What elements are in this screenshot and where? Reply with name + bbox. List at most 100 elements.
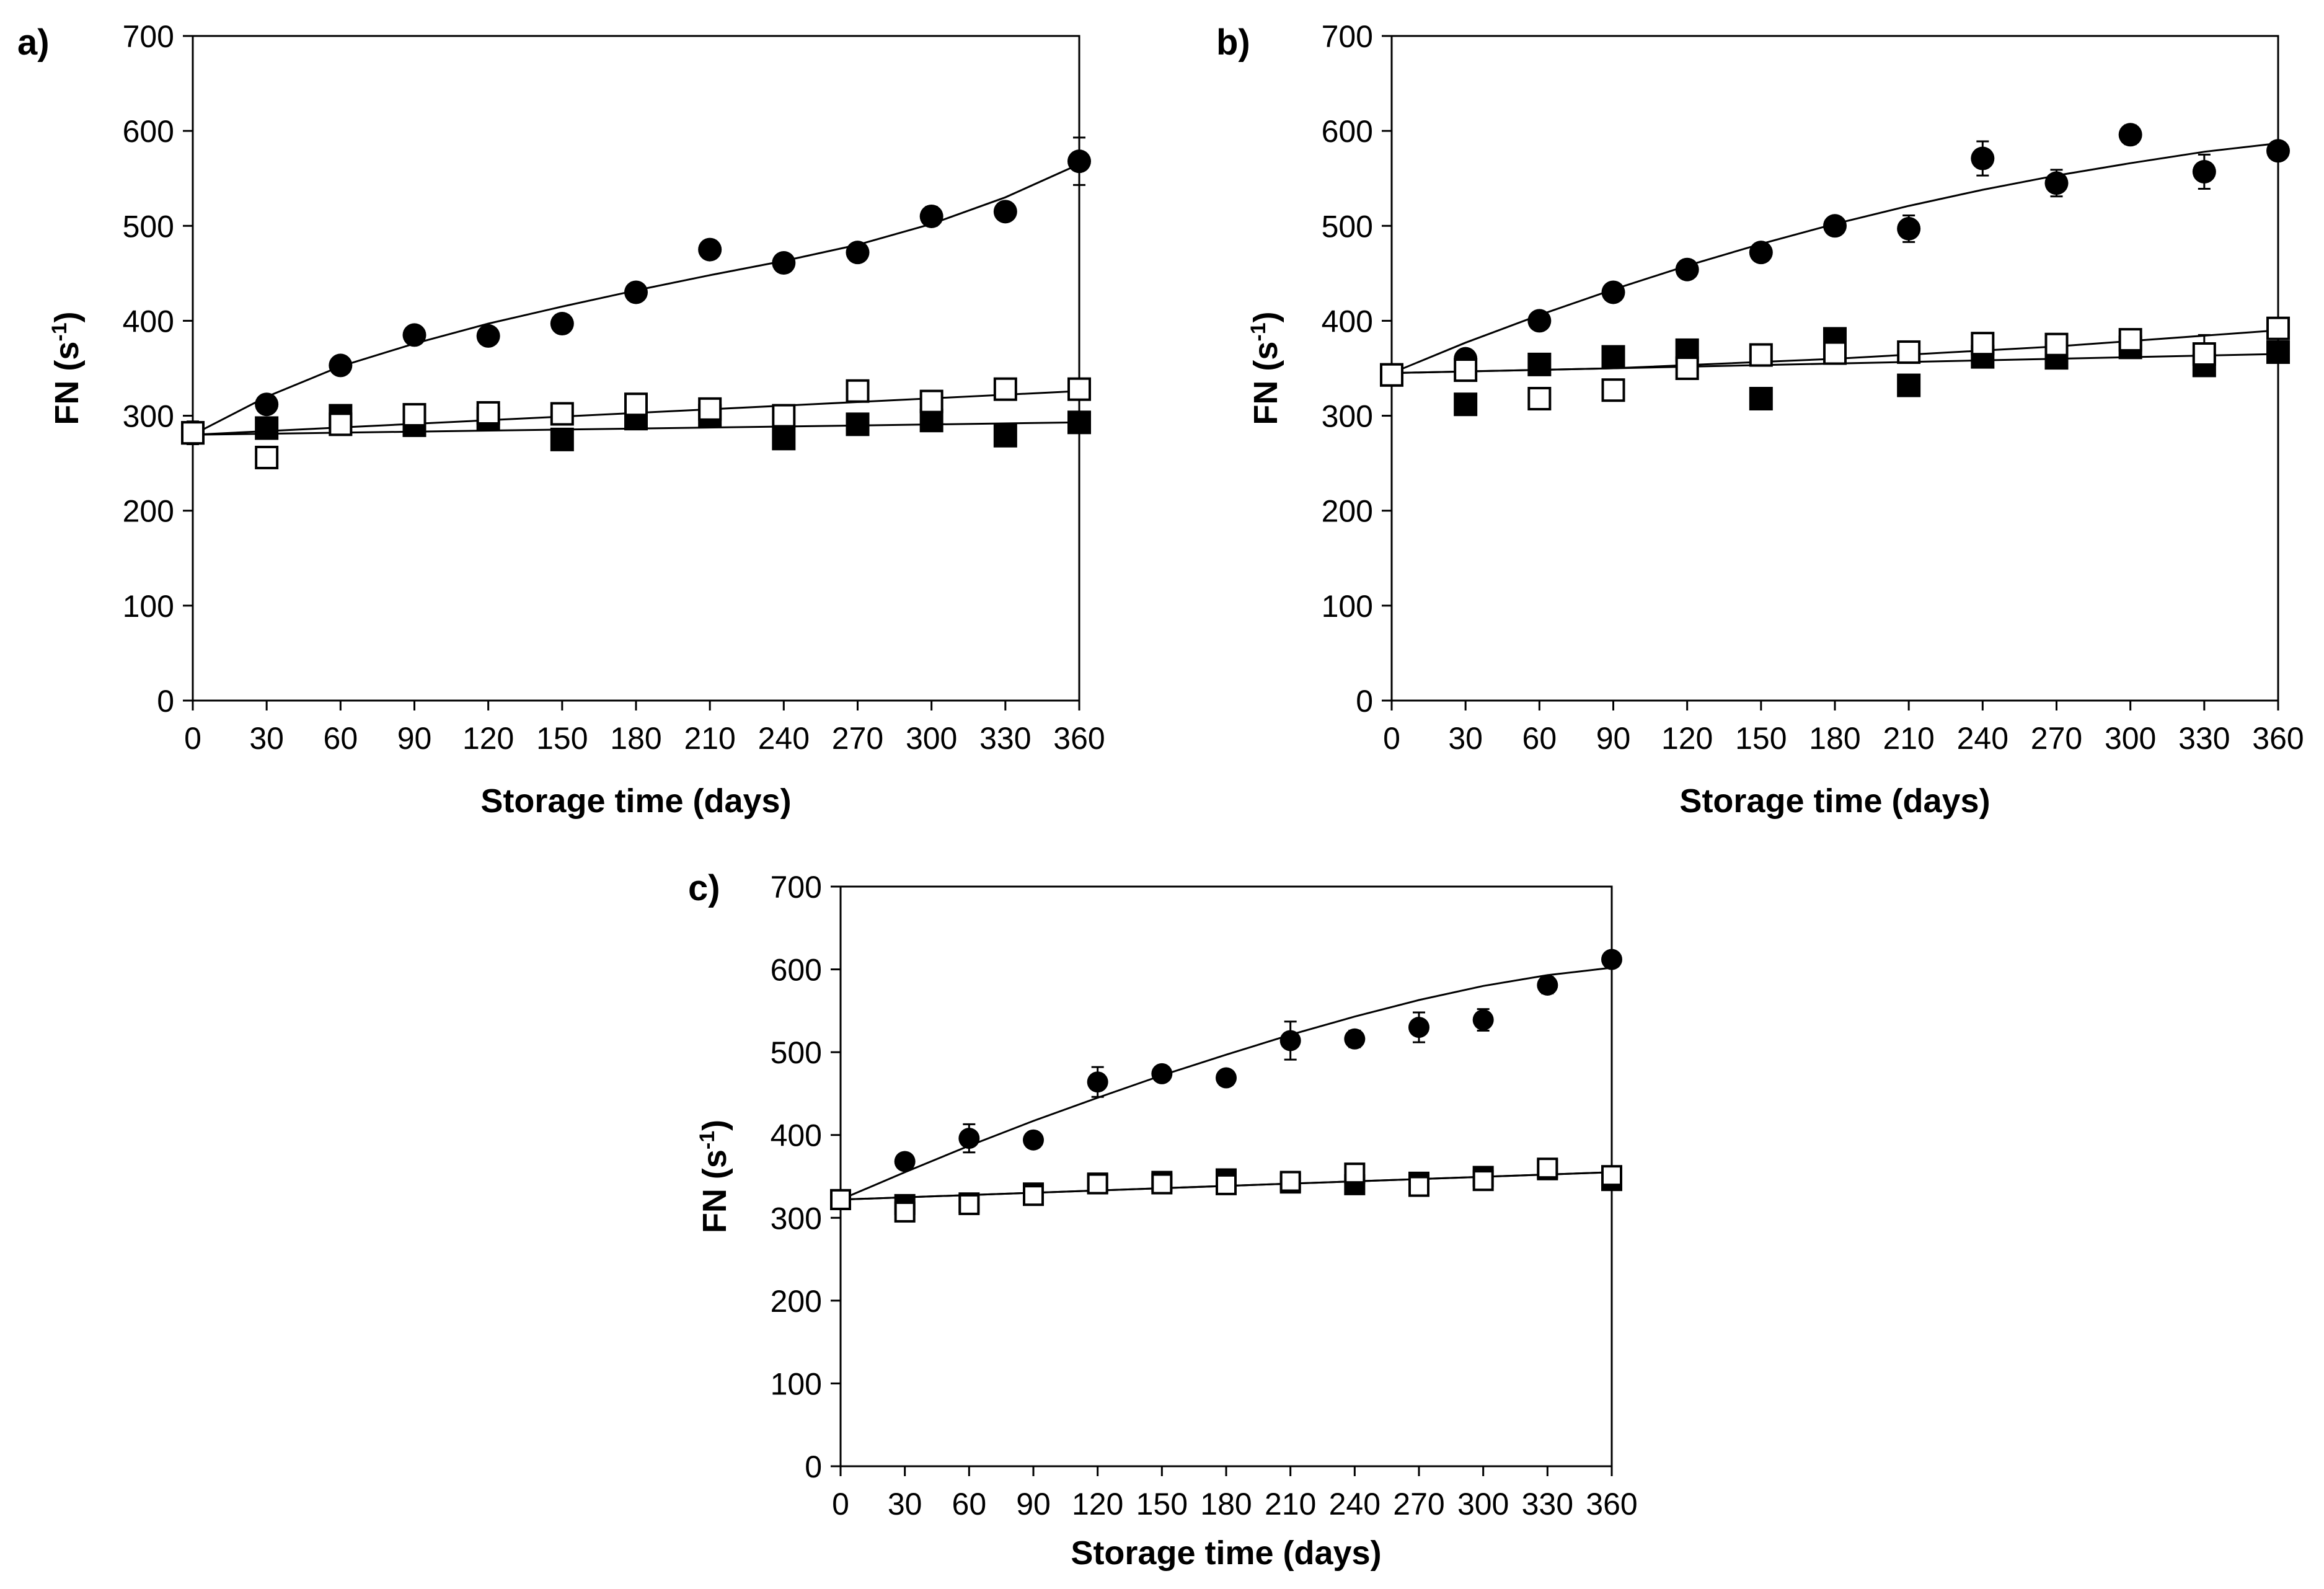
y-tick-label: 200 — [771, 1284, 822, 1319]
y-tick-label: 0 — [805, 1450, 822, 1484]
x-tick-label: 330 — [979, 721, 1031, 756]
data-point-open-square — [846, 379, 870, 403]
x-tick-label: 150 — [1136, 1487, 1188, 1521]
data-point-open-square — [1537, 1157, 1558, 1179]
data-point-filled-circle — [624, 280, 648, 304]
x-tick-label: 270 — [2031, 721, 2082, 756]
data-point-filled-circle — [1344, 1028, 1366, 1050]
x-axis-title: Storage time (days) — [1071, 1534, 1381, 1572]
data-point-filled-circle — [1601, 949, 1622, 970]
y-tick-label: 700 — [771, 870, 822, 905]
y-tick-label: 300 — [1322, 399, 1373, 434]
x-tick-label: 240 — [1329, 1487, 1381, 1521]
data-point-filled-circle — [919, 204, 943, 228]
y-tick-label: 500 — [771, 1035, 822, 1070]
y-tick-label: 100 — [123, 589, 174, 624]
data-point-filled-circle — [1472, 1009, 1494, 1031]
panel-label: b) — [1216, 22, 1250, 63]
y-tick-label: 300 — [771, 1201, 822, 1236]
data-point-filled-circle — [846, 241, 870, 265]
data-point-filled-circle — [1216, 1067, 1237, 1089]
y-axis-title: FN (s-1) — [1247, 311, 1284, 425]
data-point-open-square — [181, 421, 205, 445]
data-point-open-square — [830, 1188, 851, 1210]
data-point-filled-circle — [1151, 1063, 1173, 1084]
y-tick-label: 500 — [123, 209, 174, 244]
data-point-open-square — [1823, 341, 1847, 365]
y-axis-title: FN (s-1) — [48, 311, 86, 425]
x-tick-label: 150 — [1735, 721, 1787, 756]
data-point-filled-circle — [1749, 241, 1773, 265]
data-point-filled-circle — [1897, 216, 1921, 241]
x-tick-label: 270 — [832, 721, 883, 756]
data-point-open-square — [2192, 342, 2216, 366]
data-point-filled-circle — [550, 312, 574, 336]
x-tick-label: 90 — [397, 721, 432, 756]
y-tick-label: 600 — [771, 953, 822, 988]
data-point-open-square — [698, 397, 722, 421]
x-tick-label: 30 — [249, 721, 284, 756]
data-point-filled-square — [1067, 410, 1091, 435]
data-point-filled-circle — [2044, 171, 2069, 195]
data-point-filled-circle — [1537, 974, 1558, 996]
data-point-open-square — [624, 392, 648, 417]
y-tick-label: 0 — [157, 684, 174, 719]
data-point-filled-circle — [329, 353, 353, 378]
data-point-open-square — [958, 1193, 980, 1215]
data-point-open-square — [772, 404, 796, 428]
data-point-filled-square — [255, 416, 279, 440]
data-point-open-square — [1897, 340, 1921, 364]
data-point-filled-circle — [1527, 309, 1552, 333]
data-point-filled-circle — [476, 324, 500, 348]
data-point-open-square — [1749, 343, 1773, 367]
data-point-open-square — [1675, 356, 1699, 380]
data-point-open-square — [1023, 1185, 1044, 1206]
data-point-filled-circle — [1023, 1129, 1044, 1151]
panel-label: a) — [17, 22, 50, 63]
data-point-open-square — [1601, 1165, 1622, 1187]
x-tick-label: 300 — [1457, 1487, 1509, 1521]
x-tick-label: 30 — [1448, 721, 1483, 756]
data-point-filled-circle — [402, 323, 426, 347]
y-tick-label: 100 — [1322, 589, 1373, 624]
y-axis-title: FN (s-1) — [696, 1120, 733, 1233]
x-tick-label: 360 — [1586, 1487, 1637, 1521]
x-tick-label: 300 — [2105, 721, 2156, 756]
data-point-filled-circle — [993, 200, 1017, 224]
data-point-open-square — [1151, 1173, 1173, 1195]
data-point-open-square — [1279, 1171, 1301, 1192]
data-point-open-square — [2044, 332, 2069, 356]
data-point-open-square — [329, 412, 353, 436]
x-tick-label: 180 — [1200, 1487, 1252, 1521]
data-point-filled-square — [846, 412, 870, 436]
data-point-open-square — [894, 1201, 916, 1223]
x-tick-label: 360 — [2252, 721, 2304, 756]
data-point-filled-square — [2266, 340, 2290, 364]
x-tick-label: 120 — [1072, 1487, 1123, 1521]
x-tick-label: 240 — [1957, 721, 2008, 756]
chart-panel-b: b) 0 100 200 300 400 500 600 700 0 30 60 90 120 150 18… — [1216, 19, 2304, 820]
x-axis-title: Storage time (days) — [1679, 782, 1990, 820]
x-tick-label: 0 — [832, 1487, 849, 1521]
y-tick-label: 700 — [123, 19, 174, 54]
data-point-filled-circle — [1675, 257, 1699, 281]
y-tick-label: 0 — [1356, 684, 1373, 719]
data-point-open-square — [1454, 358, 1478, 383]
data-point-filled-circle — [1087, 1071, 1108, 1093]
data-point-open-square — [550, 402, 574, 426]
y-tick-label: 100 — [771, 1366, 822, 1401]
data-point-open-square — [1971, 332, 1995, 356]
data-point-open-square — [402, 403, 426, 427]
x-tick-label: 180 — [610, 721, 661, 756]
data-point-filled-square — [1601, 345, 1625, 369]
data-point-filled-circle — [894, 1151, 916, 1172]
data-point-filled-square — [772, 427, 796, 451]
data-point-filled-square — [1897, 373, 1921, 397]
data-point-filled-circle — [2192, 159, 2216, 184]
chart-panel-a: a) 0 100 200 300 400 500 600 700 0 30 60 90 120 150 18… — [17, 19, 1105, 820]
x-tick-label: 240 — [758, 721, 810, 756]
data-point-filled-circle — [1408, 1017, 1429, 1038]
y-tick-label: 200 — [123, 494, 174, 529]
